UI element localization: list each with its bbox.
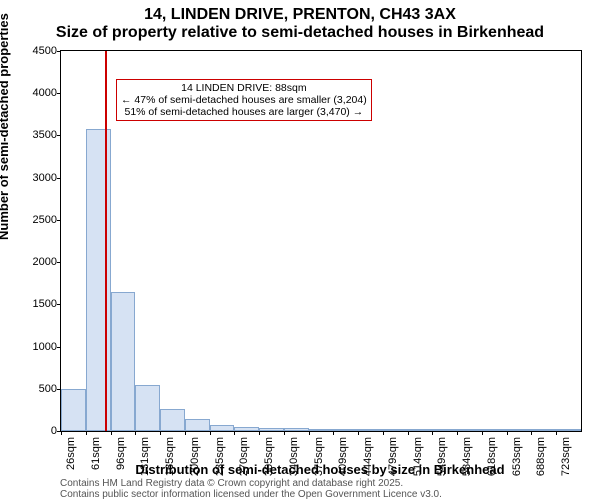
y-tick-label: 500 [39, 383, 57, 395]
histogram-bar [432, 429, 457, 431]
histogram-bar [556, 429, 581, 431]
histogram-bar [111, 292, 136, 431]
x-tick-mark [284, 431, 285, 435]
chart-subtitle: Size of property relative to semi-detach… [0, 24, 600, 42]
x-tick-mark [408, 431, 409, 435]
histogram-bar [482, 429, 507, 431]
x-tick-mark [507, 431, 508, 435]
x-axis-label: Distribution of semi-detached houses by … [60, 462, 580, 477]
histogram-bar [309, 429, 334, 431]
y-tick-label: 2000 [33, 256, 57, 268]
chart-title: 14, LINDEN DRIVE, PRENTON, CH43 3AX [0, 0, 600, 24]
x-tick-mark [135, 431, 136, 435]
x-tick-mark [358, 431, 359, 435]
y-tick-mark [57, 262, 61, 263]
y-tick-label: 3000 [33, 172, 57, 184]
histogram-bar [531, 429, 556, 431]
histogram-bar [160, 409, 185, 431]
x-tick-mark [111, 431, 112, 435]
y-tick-label: 4000 [33, 87, 57, 99]
x-tick-mark [383, 431, 384, 435]
y-tick-mark [57, 220, 61, 221]
y-tick-label: 1500 [33, 298, 57, 310]
y-tick-label: 3500 [33, 129, 57, 141]
x-tick-mark [259, 431, 260, 435]
attribution-line: Contains HM Land Registry data © Crown c… [60, 478, 442, 489]
histogram-bar [457, 429, 482, 431]
plot-area: 05001000150020002500300035004000450026sq… [60, 50, 582, 432]
y-tick-mark [57, 347, 61, 348]
x-tick-mark [333, 431, 334, 435]
x-tick-mark [160, 431, 161, 435]
histogram-bar [61, 389, 86, 431]
x-tick-mark [185, 431, 186, 435]
x-tick-mark [432, 431, 433, 435]
y-tick-mark [57, 135, 61, 136]
histogram-bar [185, 419, 210, 431]
property-size-histogram: 14, LINDEN DRIVE, PRENTON, CH43 3AX Size… [0, 0, 600, 500]
histogram-bar [284, 428, 309, 431]
annotation-line: 14 LINDEN DRIVE: 88sqm [121, 82, 367, 94]
x-tick-mark [61, 431, 62, 435]
histogram-bar [135, 385, 160, 431]
y-tick-mark [57, 178, 61, 179]
x-tick-mark [234, 431, 235, 435]
histogram-bar [358, 429, 383, 431]
y-tick-label: 1000 [33, 341, 57, 353]
reference-line [105, 51, 107, 431]
histogram-bar [234, 427, 259, 431]
annotation-line: ← 47% of semi-detached houses are smalle… [121, 94, 367, 106]
histogram-bar [259, 428, 284, 431]
x-tick-mark [309, 431, 310, 435]
y-tick-label: 2500 [33, 214, 57, 226]
histogram-bar [507, 429, 532, 431]
x-tick-mark [482, 431, 483, 435]
y-tick-mark [57, 51, 61, 52]
y-axis-label: Number of semi-detached properties [0, 13, 11, 240]
y-tick-mark [57, 304, 61, 305]
y-tick-mark [57, 93, 61, 94]
x-tick-mark [531, 431, 532, 435]
y-tick-label: 4500 [33, 45, 57, 57]
histogram-bar [408, 429, 433, 431]
histogram-bar [210, 425, 235, 431]
annotation-line: 51% of semi-detached houses are larger (… [121, 106, 367, 118]
attribution-text: Contains HM Land Registry data © Crown c… [60, 478, 442, 500]
annotation-box: 14 LINDEN DRIVE: 88sqm← 47% of semi-deta… [116, 79, 372, 121]
attribution-line: Contains public sector information licen… [60, 489, 442, 500]
x-tick-mark [457, 431, 458, 435]
x-tick-mark [556, 431, 557, 435]
histogram-bar [333, 429, 358, 431]
x-tick-mark [86, 431, 87, 435]
histogram-bar [383, 429, 408, 431]
x-tick-mark [210, 431, 211, 435]
